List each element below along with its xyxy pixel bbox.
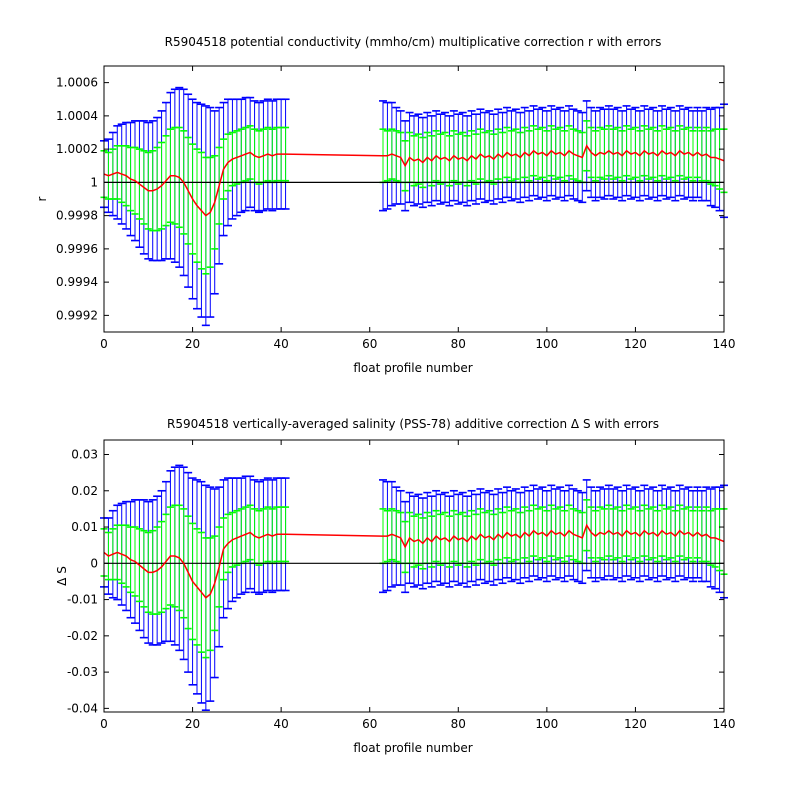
y-tick-label: 1.0004 <box>56 109 98 123</box>
correction-line <box>103 144 725 217</box>
y-tick-label: 1.0006 <box>56 76 98 90</box>
chart-marks <box>100 65 728 333</box>
x-tick-label: 40 <box>274 717 289 731</box>
axis-ticks: 0 20 40 60 80 100 120 140 -0.04 -0.03 -0.02 -0.01 0 0… <box>67 440 736 731</box>
y-tick-label: 0.03 <box>71 448 98 462</box>
chart-marks <box>100 439 728 713</box>
x-tick-label: 80 <box>451 717 466 731</box>
plot-frame <box>103 65 725 333</box>
x-tick-label: 20 <box>185 337 200 351</box>
x-tick-label: 60 <box>362 337 377 351</box>
plot-frame <box>103 439 725 713</box>
y-tick-label: 0.9992 <box>56 308 98 322</box>
chart-title: R5904518 vertically-averaged salinity (P… <box>167 417 659 431</box>
chart-conductivity-correction: R5904518 potential conductivity (mmho/cm… <box>35 35 735 375</box>
correction-line <box>103 523 725 599</box>
x-tick-label: 140 <box>713 337 736 351</box>
x-tick-label: 60 <box>362 717 377 731</box>
y-tick-label: 0.9994 <box>56 275 98 289</box>
y-tick-label: -0.02 <box>67 629 98 643</box>
chart-salinity-correction: R5904518 vertically-averaged salinity (P… <box>55 417 735 755</box>
y-tick-label: 1.0002 <box>56 142 98 156</box>
y-tick-label: 0.01 <box>71 520 98 534</box>
y-axis-label: r <box>35 196 49 201</box>
x-axis-label: float profile number <box>353 361 472 375</box>
y-tick-label: 0.02 <box>71 484 98 498</box>
x-tick-label: 100 <box>535 717 558 731</box>
y-tick-label: -0.01 <box>67 593 98 607</box>
x-axis-label: float profile number <box>353 741 472 755</box>
x-tick-label: 0 <box>100 337 108 351</box>
y-tick-label: 0 <box>90 556 98 570</box>
x-tick-label: 0 <box>100 717 108 731</box>
y-tick-label: -0.03 <box>67 665 98 679</box>
x-tick-label: 40 <box>274 337 289 351</box>
y-tick-label: -0.04 <box>67 701 98 715</box>
y-axis-label: Δ S <box>55 566 69 586</box>
x-tick-label: 100 <box>535 337 558 351</box>
x-tick-label: 20 <box>185 717 200 731</box>
x-tick-label: 120 <box>624 337 647 351</box>
x-tick-label: 80 <box>451 337 466 351</box>
x-tick-label: 140 <box>713 717 736 731</box>
chart-title: R5904518 potential conductivity (mmho/cm… <box>165 35 662 49</box>
y-tick-label: 1 <box>90 175 98 189</box>
axis-ticks: 0 20 40 60 80 100 120 140 0.9992 0.9994 0.9996 0.99… <box>56 66 735 351</box>
y-tick-label: 0.9996 <box>56 242 98 256</box>
y-tick-label: 0.9998 <box>56 209 98 223</box>
x-tick-label: 120 <box>624 717 647 731</box>
